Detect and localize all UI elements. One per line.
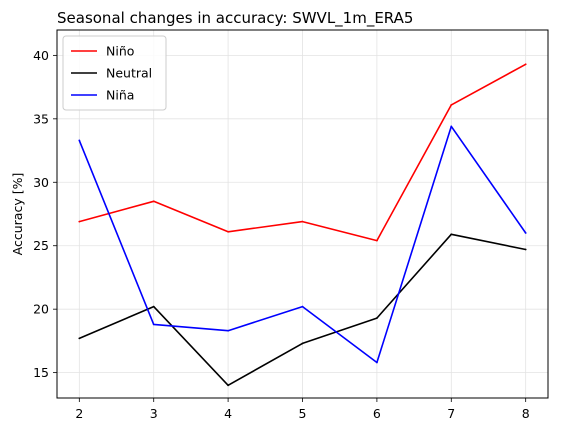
data-point — [525, 249, 527, 251]
data-point — [78, 140, 80, 142]
legend-label: Niña — [106, 88, 134, 103]
x-tick-label: 5 — [299, 406, 307, 421]
x-axis: 2 3 4 5 6 7 8 — [75, 398, 529, 421]
data-point — [153, 200, 155, 202]
y-tick-label: 35 — [33, 111, 49, 126]
data-point — [78, 221, 80, 223]
data-point — [153, 324, 155, 326]
y-tick-label: 40 — [33, 48, 49, 63]
chart-title: Seasonal changes in accuracy: SWVL_1m_ER… — [57, 9, 413, 28]
x-tick-label: 8 — [522, 406, 530, 421]
data-point — [376, 240, 378, 242]
data-point — [302, 343, 304, 345]
y-axis-label: Accuracy [%] — [10, 173, 25, 256]
data-point — [450, 104, 452, 106]
y-tick-label: 15 — [33, 365, 49, 380]
y-axis: 15 20 25 30 35 40 — [33, 48, 57, 380]
y-tick-label: 30 — [33, 175, 49, 190]
x-tick-label: 4 — [224, 406, 232, 421]
data-point — [450, 126, 452, 128]
data-point — [153, 306, 155, 308]
data-point — [376, 317, 378, 319]
x-tick-label: 6 — [373, 406, 381, 421]
y-tick-label: 25 — [33, 238, 49, 253]
x-tick-label: 2 — [75, 406, 83, 421]
data-point — [525, 232, 527, 234]
data-point — [227, 330, 229, 332]
data-point — [450, 233, 452, 235]
data-point — [227, 384, 229, 386]
legend-label: Neutral — [106, 66, 152, 81]
legend: Niño Neutral Niña — [63, 36, 166, 110]
x-tick-label: 7 — [447, 406, 455, 421]
data-point — [376, 362, 378, 364]
data-point — [302, 221, 304, 223]
x-tick-label: 3 — [150, 406, 158, 421]
data-point — [525, 63, 527, 65]
data-point — [302, 306, 304, 308]
data-point — [227, 231, 229, 233]
y-tick-label: 20 — [33, 302, 49, 317]
data-point — [78, 337, 80, 339]
legend-label: Niño — [106, 44, 134, 59]
